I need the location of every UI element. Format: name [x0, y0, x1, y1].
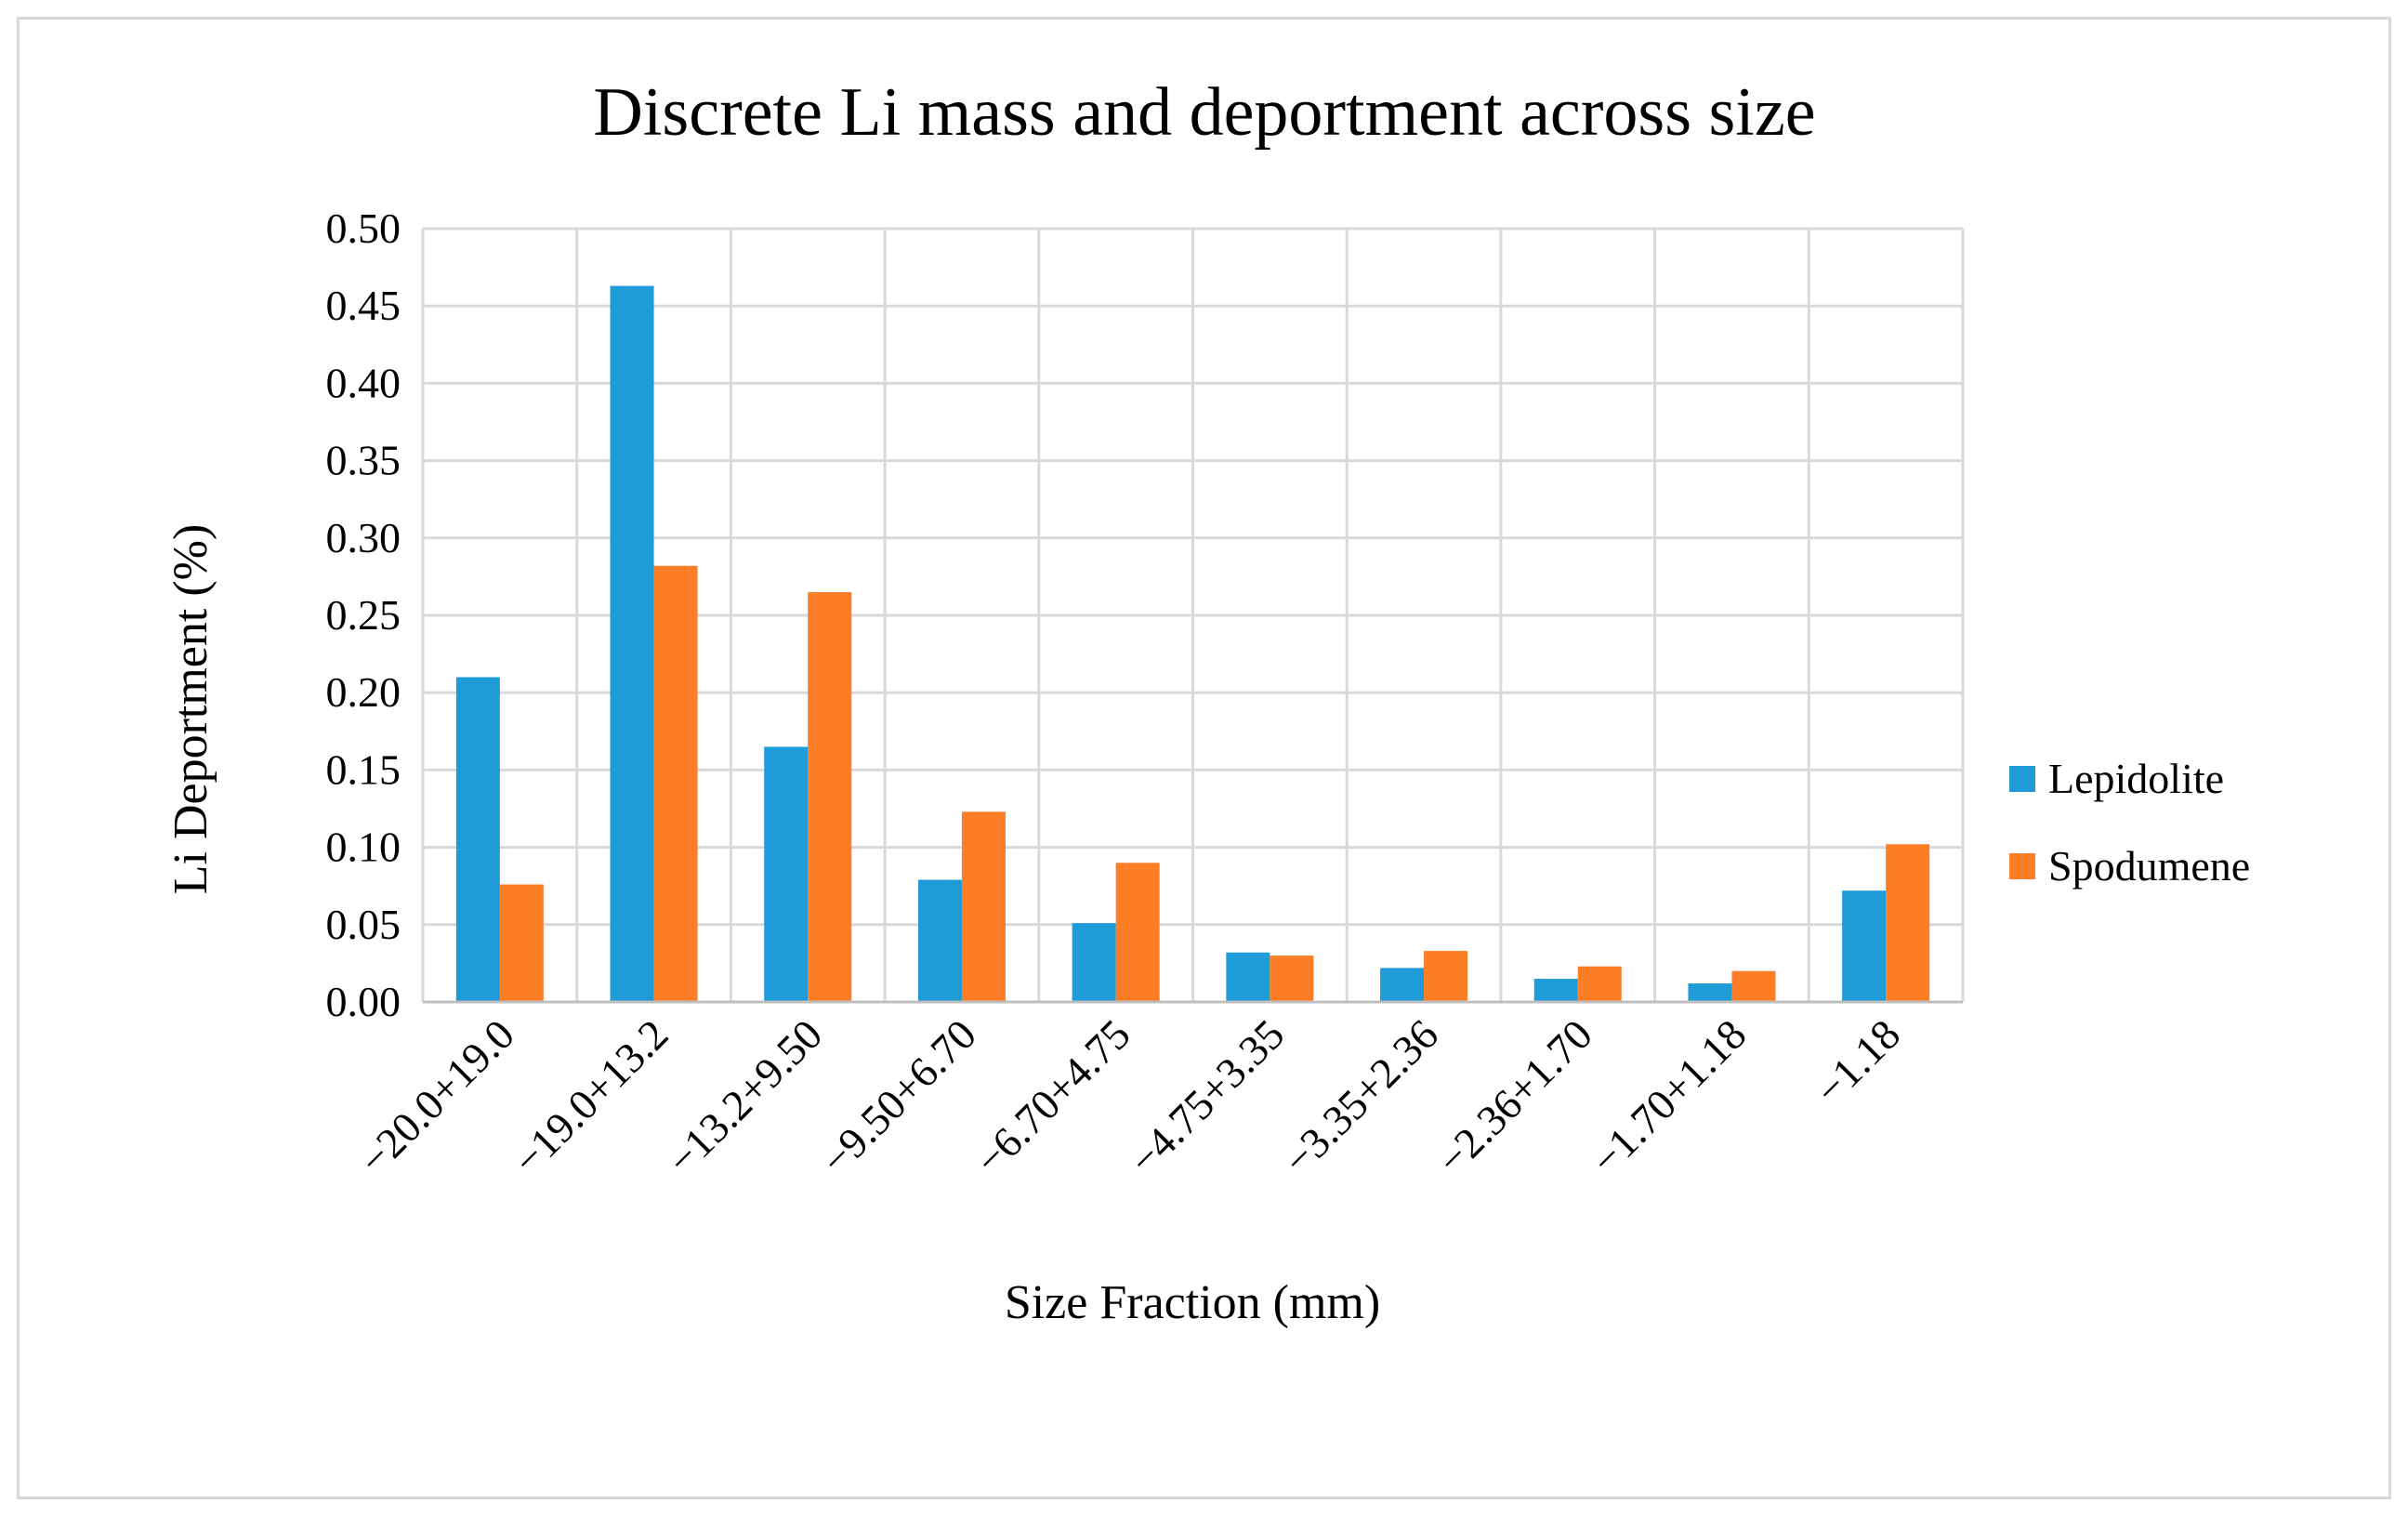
- x-tick-label: −6.70+4.75: [966, 1010, 1139, 1184]
- y-tick-label: 0.15: [326, 745, 401, 793]
- y-tick-label: 0.50: [326, 204, 401, 252]
- x-tick-label: −2.36+1.70: [1428, 1010, 1601, 1184]
- bar-lepidolite: [1688, 983, 1732, 1002]
- y-tick-label: 0.25: [326, 591, 401, 639]
- bar-lepidolite: [455, 677, 500, 1002]
- y-tick-labels: 0.00 0.05 0.10 0.15 0.20 0.25 0.30 0.35 0.40 0.45…: [326, 204, 401, 1025]
- y-tick-label: 0.30: [326, 514, 401, 561]
- x-tick-label: −20.0+19.0: [349, 1010, 523, 1184]
- bar-spodumene: [1731, 970, 1776, 1002]
- bar-spodumene: [1577, 966, 1622, 1002]
- legend-label-lepidolite: Lepidolite: [2048, 755, 2224, 802]
- bar-lepidolite: [917, 879, 962, 1002]
- chart-frame: [17, 17, 2391, 1499]
- bar-lepidolite: [1226, 952, 1270, 1002]
- x-tick-label: −9.50+6.70: [811, 1010, 985, 1184]
- legend-label-spodumene: Spodumene: [2048, 842, 2250, 890]
- x-tick-label: −1.18: [1806, 1010, 1909, 1114]
- bar-lepidolite: [1380, 968, 1425, 1002]
- legend-swatch-spodumene: [2009, 853, 2035, 879]
- bar-spodumene: [1424, 951, 1468, 1002]
- x-tick-labels: −20.0+19.0−19.0+13.2−13.2+9.50−9.50+6.70…: [349, 1010, 1909, 1184]
- bar-lepidolite: [1842, 890, 1887, 1002]
- y-tick-label: 0.20: [326, 668, 401, 716]
- x-tick-label: −4.75+3.35: [1120, 1010, 1294, 1184]
- bar-lepidolite: [1072, 923, 1116, 1002]
- y-tick-label: 0.05: [326, 901, 401, 948]
- bar-spodumene: [808, 592, 852, 1002]
- bar-spodumene: [1886, 844, 1930, 1002]
- bar-lepidolite: [610, 285, 654, 1002]
- x-tick-label: −13.2+9.50: [658, 1010, 832, 1184]
- y-tick-label: 0.35: [326, 437, 401, 484]
- y-axis-title: Li Deportment (%): [164, 524, 217, 895]
- y-tick-label: 0.00: [326, 978, 401, 1025]
- bars: [455, 285, 1930, 1002]
- bar-spodumene: [1115, 863, 1160, 1002]
- x-tick-label: −1.70+1.18: [1582, 1010, 1756, 1184]
- legend-swatch-lepidolite: [2009, 766, 2035, 792]
- y-tick-label: 0.45: [326, 282, 401, 329]
- y-tick-label: 0.10: [326, 824, 401, 871]
- bar-spodumene: [1270, 956, 1314, 1002]
- bar-lepidolite: [764, 746, 809, 1002]
- x-tick-label: −19.0+13.2: [504, 1010, 678, 1184]
- grid-lines: [421, 227, 1965, 1002]
- legend: Lepidolite Spodumene: [2009, 755, 2250, 890]
- x-tick-label: −3.35+2.36: [1274, 1010, 1448, 1184]
- chart-title: Discrete Li mass and deportment across s…: [593, 74, 1815, 151]
- y-tick-label: 0.40: [326, 359, 401, 406]
- bar-lepidolite: [1533, 979, 1578, 1002]
- bar-spodumene: [961, 811, 1006, 1002]
- bar-spodumene: [653, 565, 698, 1002]
- bar-spodumene: [499, 884, 544, 1002]
- x-axis-title: Size Fraction (mm): [1005, 1276, 1380, 1329]
